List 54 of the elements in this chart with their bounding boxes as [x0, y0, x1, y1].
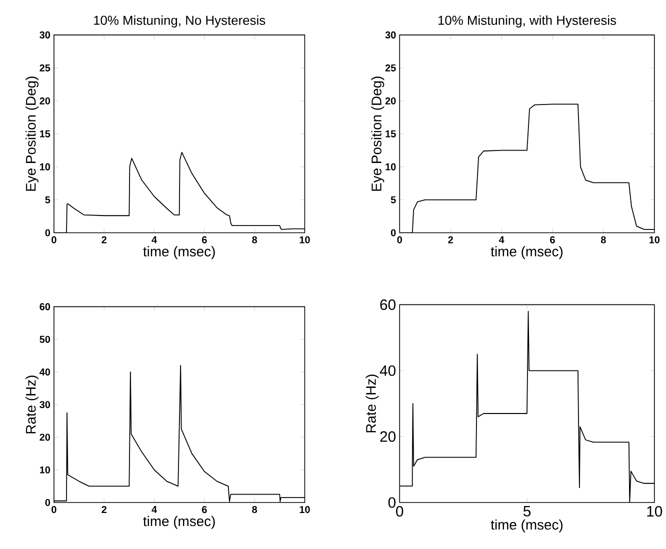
chart-title: 10% Mistuning, with Hysteresis [438, 15, 616, 28]
x-tick-label: 8 [600, 236, 606, 244]
x-tick-label: 0 [52, 506, 56, 513]
y-tick-label: 25 [40, 64, 50, 72]
x-tick-label: 4 [498, 236, 504, 243]
x-axis-title: time (msec) [490, 246, 563, 259]
chart-title: 10% Mistuning, No Hysteresis [94, 15, 266, 28]
y-axis-title: Eye Position (Deg) [371, 76, 384, 191]
x-tick-label: 6 [202, 236, 207, 244]
y-tick-label: 20 [40, 433, 50, 441]
y-tick-label: 15 [386, 130, 396, 138]
x-tick-label: 5 [523, 506, 531, 516]
x-tick-label: 2 [102, 506, 106, 513]
x-tick-label: 6 [202, 506, 207, 513]
x-tick-label: 0 [52, 236, 56, 244]
y-tick-label: 30 [385, 31, 396, 38]
x-tick-label: 8 [252, 506, 258, 513]
y-tick-label: 0 [45, 229, 50, 236]
x-tick-label: 4 [152, 506, 157, 513]
x-tick-label: 10 [300, 506, 310, 513]
x-tick-label: 8 [252, 236, 258, 244]
y-tick-label: 10 [40, 466, 50, 474]
y-tick-label: 0 [390, 229, 396, 236]
x-tick-label: 2 [102, 236, 106, 243]
x-axis-title: time (msec) [143, 516, 215, 529]
y-tick-label: 0 [45, 498, 50, 506]
y-tick-label: 40 [380, 365, 396, 376]
y-tick-label: 5 [45, 196, 50, 204]
x-axis-title: time (msec) [143, 246, 215, 259]
x-tick-label: 4 [152, 236, 157, 243]
y-axis-title: Rate (Hz) [366, 374, 379, 432]
y-tick-label: 10 [386, 163, 396, 170]
x-tick-label: 10 [647, 506, 662, 516]
y-tick-label: 10 [40, 163, 50, 170]
y-tick-label: 30 [40, 400, 50, 408]
x-tick-label: 0 [397, 236, 402, 244]
y-tick-label: 40 [40, 368, 50, 376]
y-tick-label: 30 [40, 31, 50, 38]
x-tick-label: 2 [448, 236, 453, 243]
y-tick-label: 60 [380, 299, 396, 310]
y-tick-label: 5 [390, 196, 396, 204]
y-tick-label: 25 [385, 64, 396, 72]
x-tick-label: 6 [550, 236, 555, 244]
y-tick-label: 15 [40, 130, 50, 138]
y-tick-label: 20 [380, 431, 396, 442]
y-axis-title: Eye Position (Deg) [26, 76, 38, 191]
y-tick-label: 50 [40, 336, 50, 343]
y-tick-label: 20 [385, 97, 396, 104]
y-axis-title: Rate (Hz) [26, 375, 39, 434]
y-tick-label: 20 [40, 97, 50, 104]
x-tick-label: 10 [300, 236, 310, 244]
y-tick-label: 60 [40, 302, 50, 310]
x-tick-label: 10 [649, 236, 660, 244]
x-axis-title: time (msec) [490, 519, 563, 532]
